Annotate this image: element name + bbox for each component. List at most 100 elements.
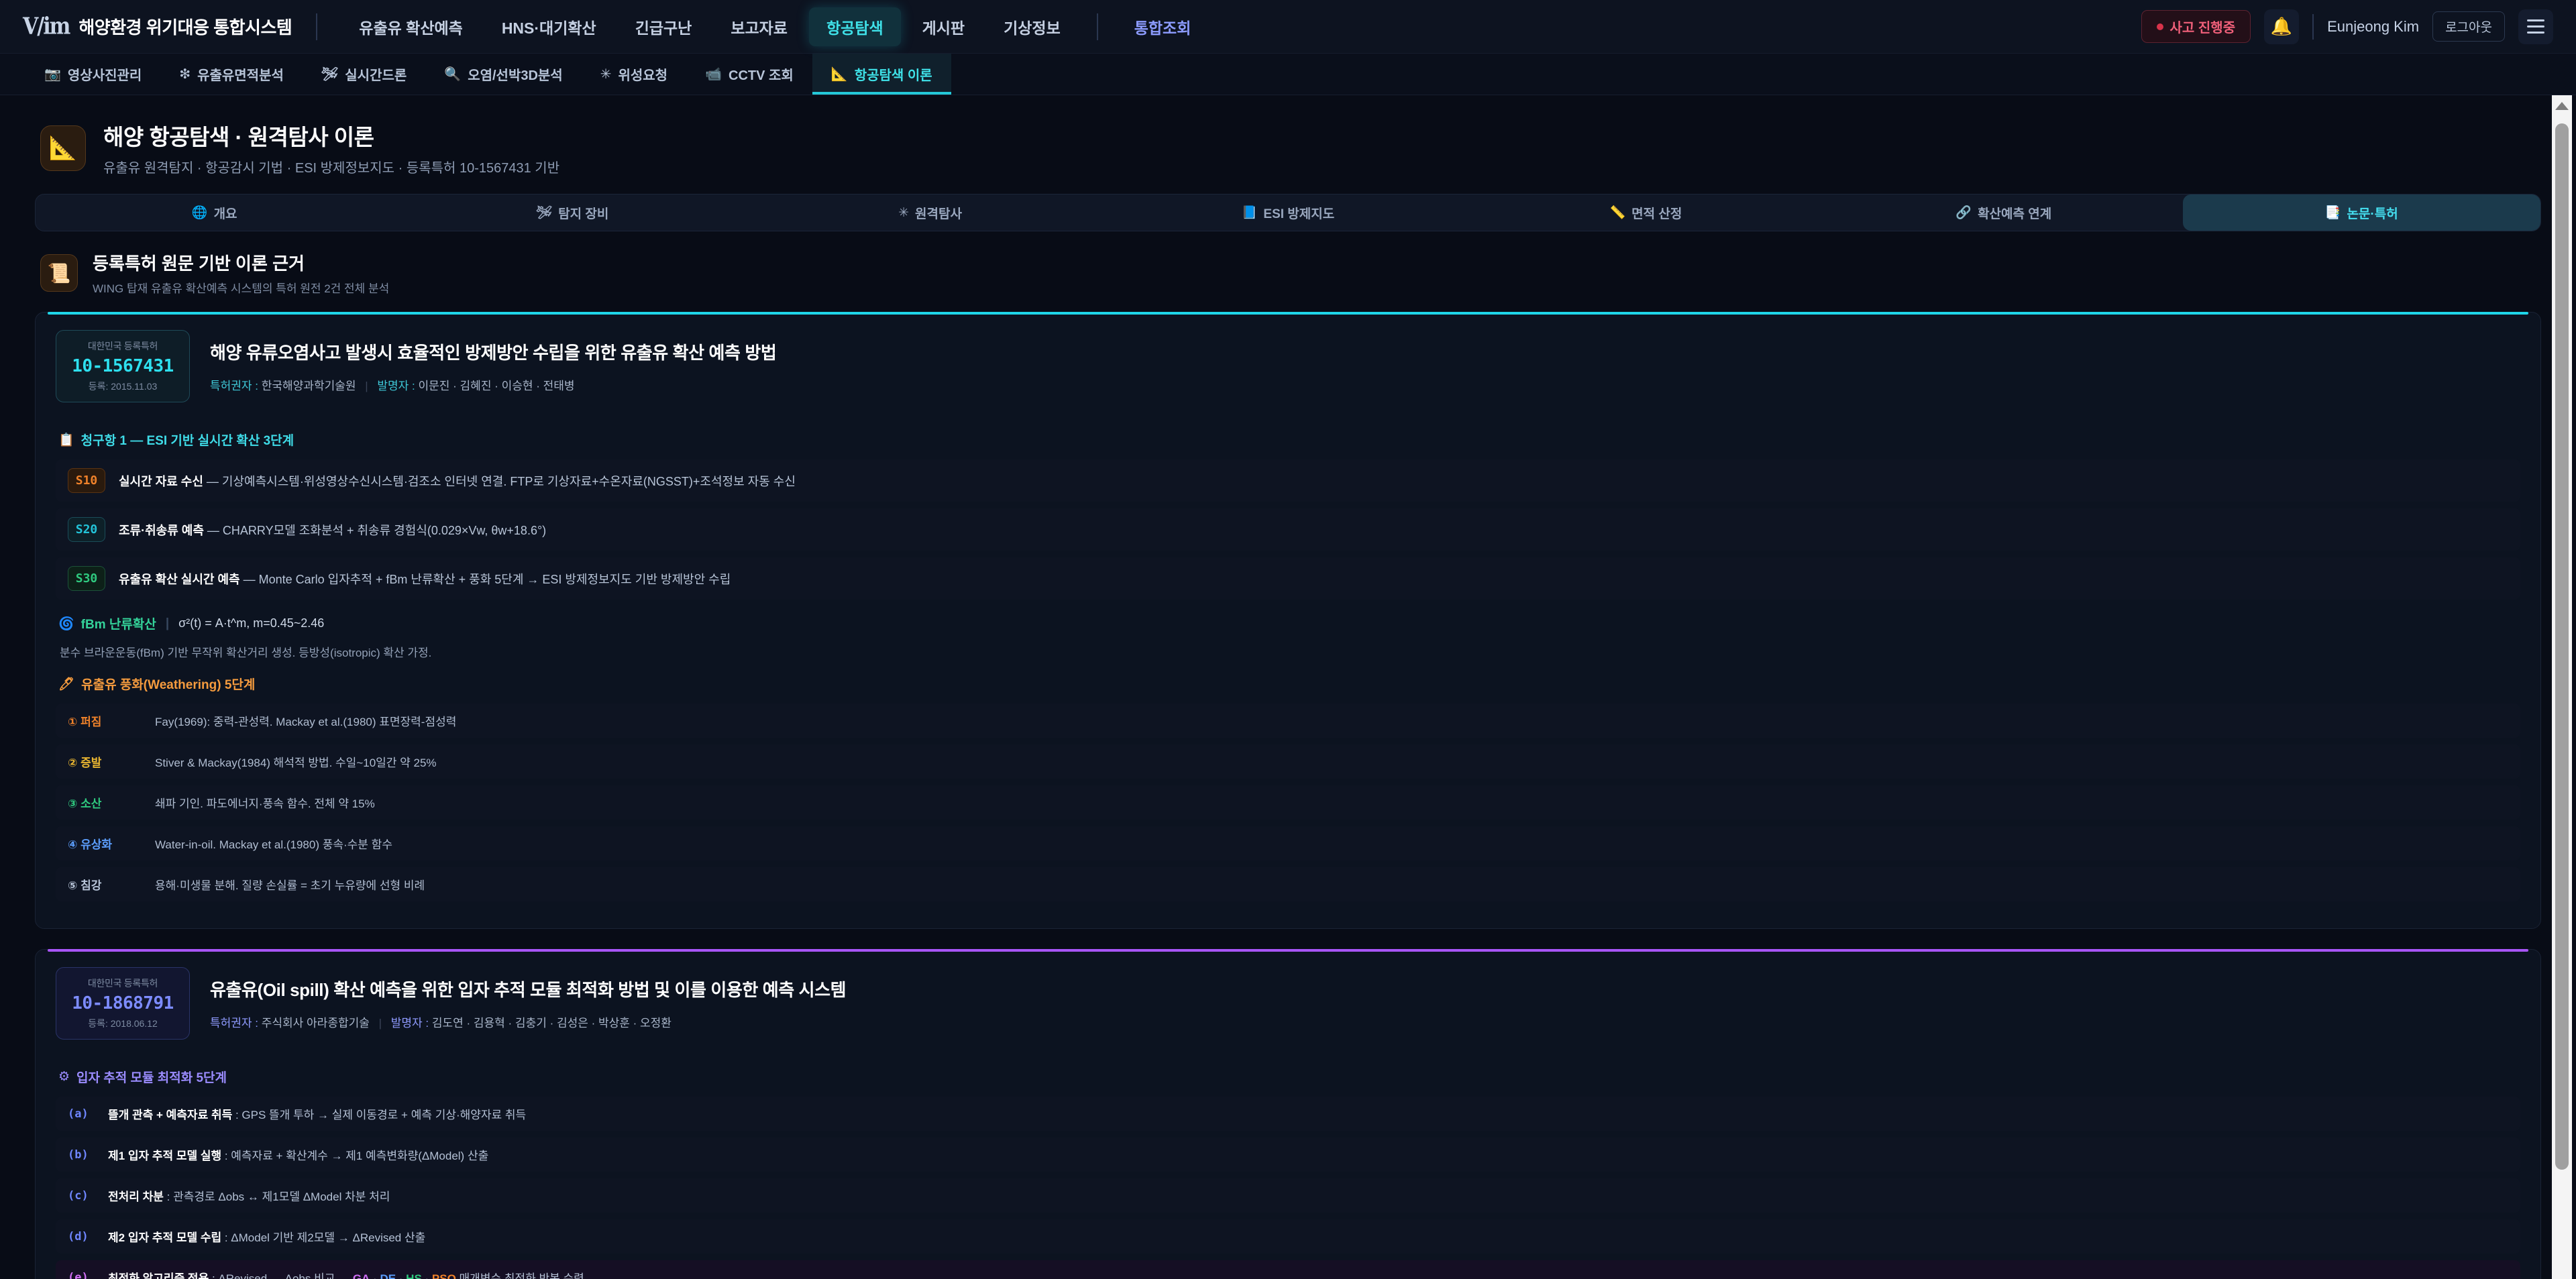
username-label: Eunjeong Kim	[2327, 17, 2420, 35]
divider	[1096, 13, 1098, 40]
spiral-icon: 🌀	[58, 616, 74, 631]
tab-label: 원격탐사	[915, 207, 962, 221]
divider	[316, 13, 318, 40]
patent-meta: 특허권자 : 주식회사 아라종합기술 | 발명자 : 김도연 · 김용혁 · 김…	[210, 1013, 2520, 1030]
drone-icon: 🛩	[321, 67, 339, 82]
nav-item-oil-spill[interactable]: 유출유 확산예측	[359, 19, 463, 37]
tab-overview[interactable]: 🌐 개요	[36, 194, 393, 231]
weathering-row: ③ 소산 쇄파 기인. 파도에너지·풍속 함수. 전체 약 15%	[56, 785, 2520, 820]
page-header: 📐 해양 항공탐색 · 원격탐사 이론 유출유 원격탐지 · 항공감시 기법 ·…	[35, 111, 2541, 194]
nav-item-integrated-search[interactable]: 통합조회	[1134, 19, 1191, 37]
claim-heading-text: 청구항 1 — ESI 기반 실시간 확산 3단계	[80, 434, 294, 448]
nav-item-weather[interactable]: 기상정보	[1004, 19, 1061, 37]
camera-icon: 📷	[44, 67, 61, 82]
sub-navigation-bar: 📷 영상사진관리 ❇ 유출유면적분석 🛩 실시간드론 🔍 오염/선박3D분석 ✳…	[0, 54, 2576, 95]
nav-item-reports[interactable]: 보고자료	[731, 19, 788, 37]
nav-item-hns[interactable]: HNS·대기확산	[501, 19, 596, 37]
weathering-stage-name: ① 퍼짐	[68, 716, 102, 728]
step-description: : ΔModel 기반 제2모델 → ΔRevised 산출	[221, 1231, 426, 1244]
claim-block-heading: 📋 청구항 1 — ESI 기반 실시간 확산 3단계	[58, 431, 2520, 449]
subnav-item-realtime-drone[interactable]: 🛩 실시간드론	[303, 54, 425, 95]
tab-esi-map[interactable]: 📘 ESI 방제지도	[1109, 194, 1466, 231]
algorithm-tag-de: DE	[380, 1272, 396, 1279]
weathering-stage-name: ⑤ 침강	[68, 879, 102, 892]
patent-card-header: 대한민국 등록특허 10-1567431 등록: 2015.11.03 해양 유…	[56, 330, 2520, 416]
subnav-label: 영상사진관리	[67, 68, 142, 83]
section-title: 등록특허 원문 기반 이론 근거	[93, 254, 305, 274]
paper-patent-icon: 📑	[2324, 206, 2341, 220]
step-row: S30 유출유 확산 실시간 예측 — Monte Carlo 입자추적 + f…	[56, 557, 2520, 600]
patent-owner-key: 특허권자 :	[210, 1017, 259, 1030]
step-text: 최적화 알고리즘 적용 : ΔRevised ↔ Δobs 비교 → GA · …	[108, 1269, 584, 1279]
brand-logo[interactable]: V/im 해양환경 위기대응 통합시스템	[23, 13, 292, 40]
algorithm-tag-pso: PSO	[431, 1272, 456, 1279]
section-header: 📜 등록특허 원문 기반 이론 근거 WING 탑재 유출유 확산예측 시스템의…	[40, 250, 2541, 296]
tab-remote-sensing[interactable]: ✳ 원격탐사	[751, 194, 1109, 231]
logout-button[interactable]: 로그아웃	[2432, 11, 2505, 42]
incident-status-label: 사고 진행중	[2169, 21, 2236, 36]
vertical-scrollbar[interactable]	[2552, 95, 2572, 1279]
step-badge: S10	[68, 468, 105, 493]
hamburger-icon-line	[2527, 19, 2544, 21]
scrollbar-thumb[interactable]	[2555, 123, 2569, 1170]
subnav-item-aerial-search-theory[interactable]: 📐 항공탐색 이론	[812, 54, 951, 95]
patent-number: 10-1567431	[72, 356, 174, 376]
theory-icon: 📐	[830, 67, 848, 82]
step-letter: (d)	[68, 1229, 89, 1243]
scroll-up-arrow-icon[interactable]	[2555, 102, 2569, 110]
tab-papers-patents[interactable]: 📑 논문·특허	[2182, 194, 2540, 231]
lettered-step-row: (d) 제2 입자 추적 모델 수립 : ΔModel 기반 제2모델 → ΔR…	[56, 1219, 2520, 1254]
subnav-label: 항공탐색 이론	[854, 68, 932, 83]
patent-card: 대한민국 등록특허 10-1567431 등록: 2015.11.03 해양 유…	[35, 312, 2541, 929]
tab-label: 탐지 장비	[558, 207, 609, 221]
subnav-item-pollution-ship-3d[interactable]: 🔍 오염/선박3D분석	[425, 54, 581, 95]
step-badge: S20	[68, 517, 105, 542]
tab-area-calculation[interactable]: 📏 면적 산정	[1467, 194, 1825, 231]
step-title: 제2 입자 추적 모델 수립	[108, 1231, 222, 1244]
clipboard-icon: 📋	[58, 433, 74, 447]
weathering-stage-name: ④ 유상화	[68, 838, 113, 851]
step-letter: (a)	[68, 1107, 89, 1121]
tab-detection-equipment[interactable]: 🛩 탐지 장비	[393, 194, 751, 231]
optimization-block-heading: ⚙ 입자 추적 모듈 최적화 5단계	[58, 1068, 2520, 1086]
divider: |	[378, 1017, 382, 1030]
subnav-label: 오염/선박3D분석	[468, 68, 563, 83]
hamburger-icon-line	[2527, 25, 2544, 27]
patent-inventor-key: 발명자 :	[377, 380, 415, 392]
notification-bell-button[interactable]: 🔔	[2264, 9, 2300, 44]
patent-number-chip: 대한민국 등록특허 10-1567431 등록: 2015.11.03	[56, 330, 190, 402]
step-description: : 관측경로 Δobs ↔ 제1모델 ΔModel 차분 처리	[163, 1190, 390, 1203]
subnav-item-image-management[interactable]: 📷 영상사진관리	[25, 54, 160, 95]
step-title: 실시간 자료 수신	[119, 474, 203, 488]
step-description: : ΔRevised ↔ Δobs 비교 →	[209, 1272, 353, 1279]
patent-title: 해양 유류오염사고 발생시 효율적인 방제방안 수립을 위한 유출유 확산 예측…	[210, 343, 777, 363]
nav-item-aerial-search[interactable]: 항공탐색	[808, 7, 901, 46]
patent-meta: 특허권자 : 한국해양과학기술원 | 발명자 : 이문진 · 김혜진 · 이승현…	[210, 376, 2520, 393]
patent-title: 유출유(Oil spill) 확산 예측을 위한 입자 추적 모듈 최적화 방법…	[210, 980, 847, 1000]
globe-icon: 🌐	[191, 206, 208, 220]
segment-tab-bar: 🌐 개요 🛩 탐지 장비 ✳ 원격탐사 📘 ESI 방제지도 📏 면적 산정 🔗…	[35, 194, 2541, 231]
subnav-item-spill-area-analysis[interactable]: ❇ 유출유면적분석	[160, 54, 303, 95]
fbm-note: 분수 브라운운동(fBm) 기반 무작위 확산거리 생성. 등방성(isotro…	[60, 647, 432, 659]
nav-item-emergency-rescue[interactable]: 긴급구난	[635, 19, 692, 37]
incident-status-badge[interactable]: 사고 진행중	[2141, 10, 2251, 43]
step-text: 제2 입자 추적 모델 수립 : ΔModel 기반 제2모델 → ΔRevis…	[108, 1228, 425, 1245]
tab-dispersion-linkage[interactable]: 🔗 확산예측 연계	[1825, 194, 2182, 231]
nav-item-board[interactable]: 게시판	[922, 19, 965, 37]
link-icon: 🔗	[1955, 206, 1972, 220]
subnav-item-cctv[interactable]: 📹 CCTV 조회	[686, 54, 812, 95]
step-letter: (e)	[68, 1270, 89, 1279]
patent-card: 대한민국 등록특허 10-1868791 등록: 2018.06.12 유출유(…	[35, 949, 2541, 1279]
weathering-stage-desc: Fay(1969): 중력-관성력. Mackay et al.(1980) 표…	[155, 716, 457, 728]
step-description-tail: 매개변수 최적화 반복 수렴	[455, 1272, 584, 1279]
step-text: 제1 입자 추적 모델 실행 : 예측자료 + 확산계수 → 제1 예측변화량(…	[108, 1146, 488, 1163]
weathering-block-heading: 🖊 유출유 풍화(Weathering) 5단계	[58, 675, 2520, 693]
algorithm-tag-hs: HS	[406, 1272, 422, 1279]
step-description: — CHARRY모델 조화분석 + 취송류 경험식(0.029×Vw, θw+1…	[203, 523, 547, 537]
hamburger-menu-button[interactable]	[2518, 9, 2553, 44]
tab-label: ESI 방제지도	[1263, 207, 1335, 221]
hamburger-icon-line	[2527, 32, 2544, 34]
subnav-item-satellite-request[interactable]: ✳ 위성요청	[582, 54, 686, 95]
spill-area-icon: ❇	[179, 67, 191, 82]
top-navigation-bar: V/im 해양환경 위기대응 통합시스템 유출유 확산예측 HNS·대기확산 긴…	[0, 0, 2576, 54]
